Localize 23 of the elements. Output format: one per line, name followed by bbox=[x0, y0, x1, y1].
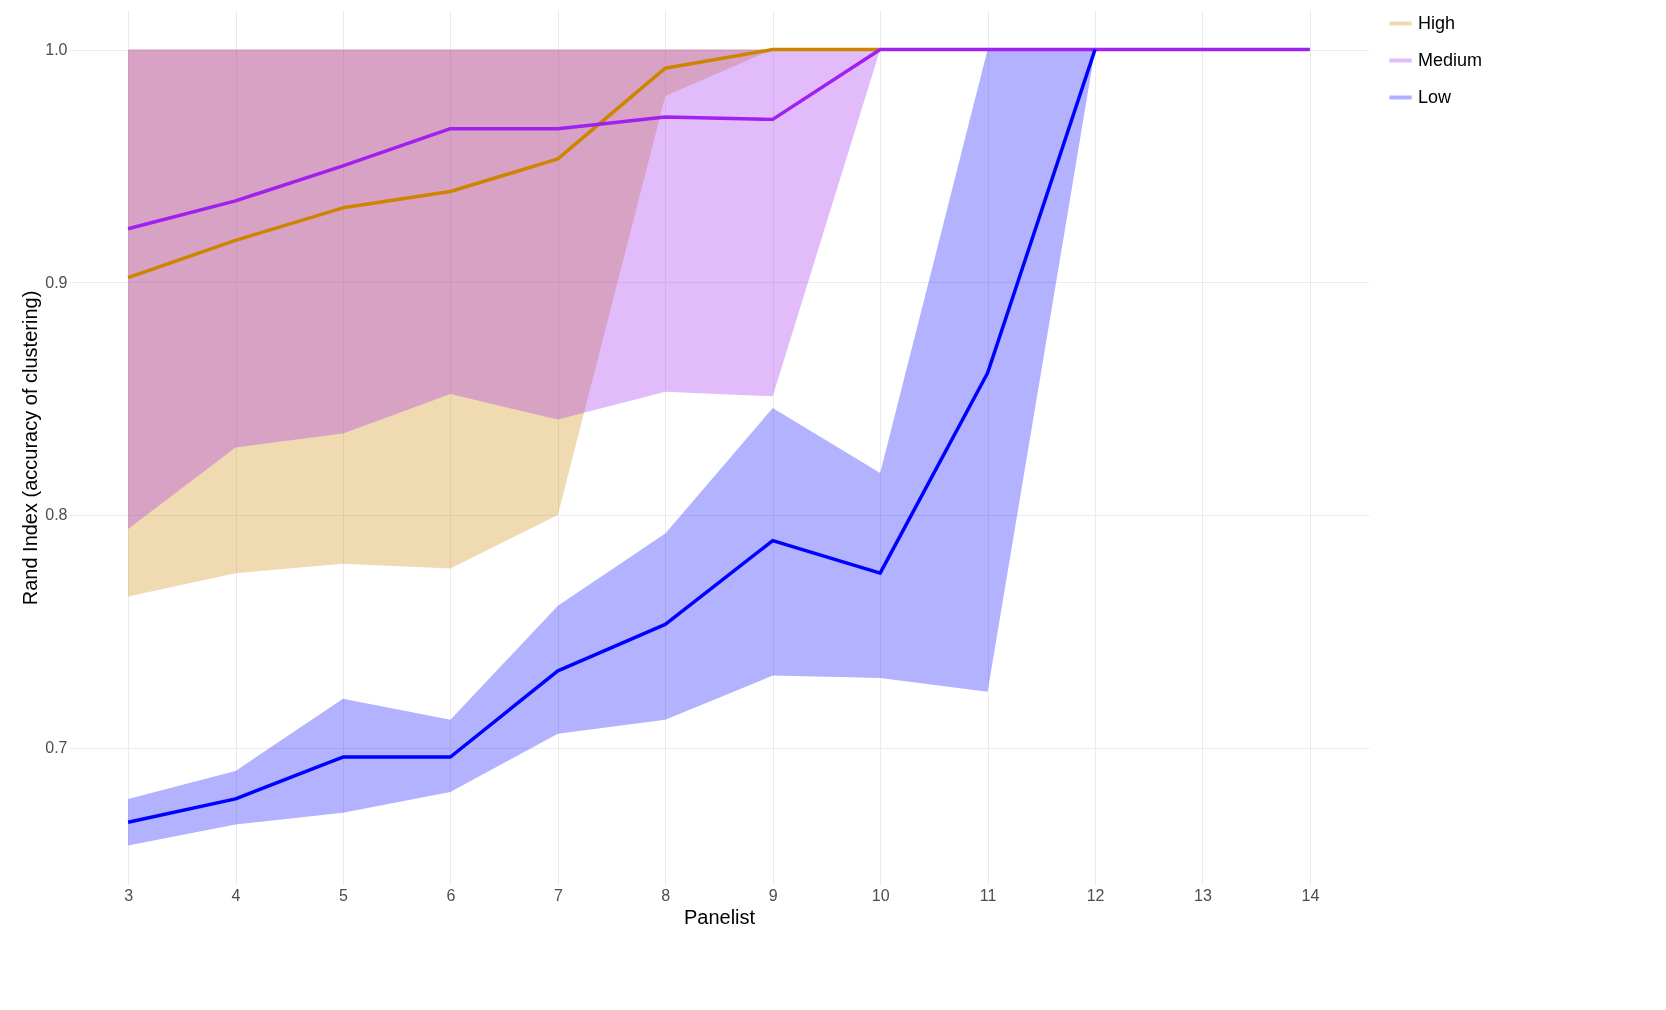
y-tick-label: 0.7 bbox=[45, 739, 68, 757]
legend-label: High bbox=[1418, 12, 1456, 33]
x-tick-label: 10 bbox=[871, 886, 890, 904]
x-tick-label: 14 bbox=[1301, 886, 1320, 904]
x-tick-label: 7 bbox=[553, 886, 563, 904]
legend-label: Low bbox=[1418, 86, 1453, 107]
x-tick-label: 8 bbox=[661, 886, 671, 904]
x-tick-label: 12 bbox=[1086, 886, 1105, 904]
x-tick-label: 5 bbox=[339, 886, 349, 904]
x-tick-label: 11 bbox=[979, 886, 997, 904]
line-series bbox=[126, 47, 882, 280]
x-tick-label: 13 bbox=[1194, 886, 1212, 904]
x-tick-label: 6 bbox=[446, 886, 456, 904]
x-axis-title: Panelist bbox=[683, 905, 756, 928]
y-tick-label: 0.8 bbox=[45, 506, 68, 524]
x-tick-label: 4 bbox=[231, 886, 241, 904]
line-series bbox=[126, 47, 1312, 231]
y-axis-title: Rand Index (accuracy of clustering) bbox=[19, 290, 42, 606]
x-tick-label: 9 bbox=[768, 886, 778, 904]
y-tick-label: 0.9 bbox=[45, 273, 68, 291]
legend-label: Medium bbox=[1418, 49, 1483, 70]
y-tick-label: 1.0 bbox=[45, 41, 68, 59]
x-tick-label: 3 bbox=[124, 886, 134, 904]
